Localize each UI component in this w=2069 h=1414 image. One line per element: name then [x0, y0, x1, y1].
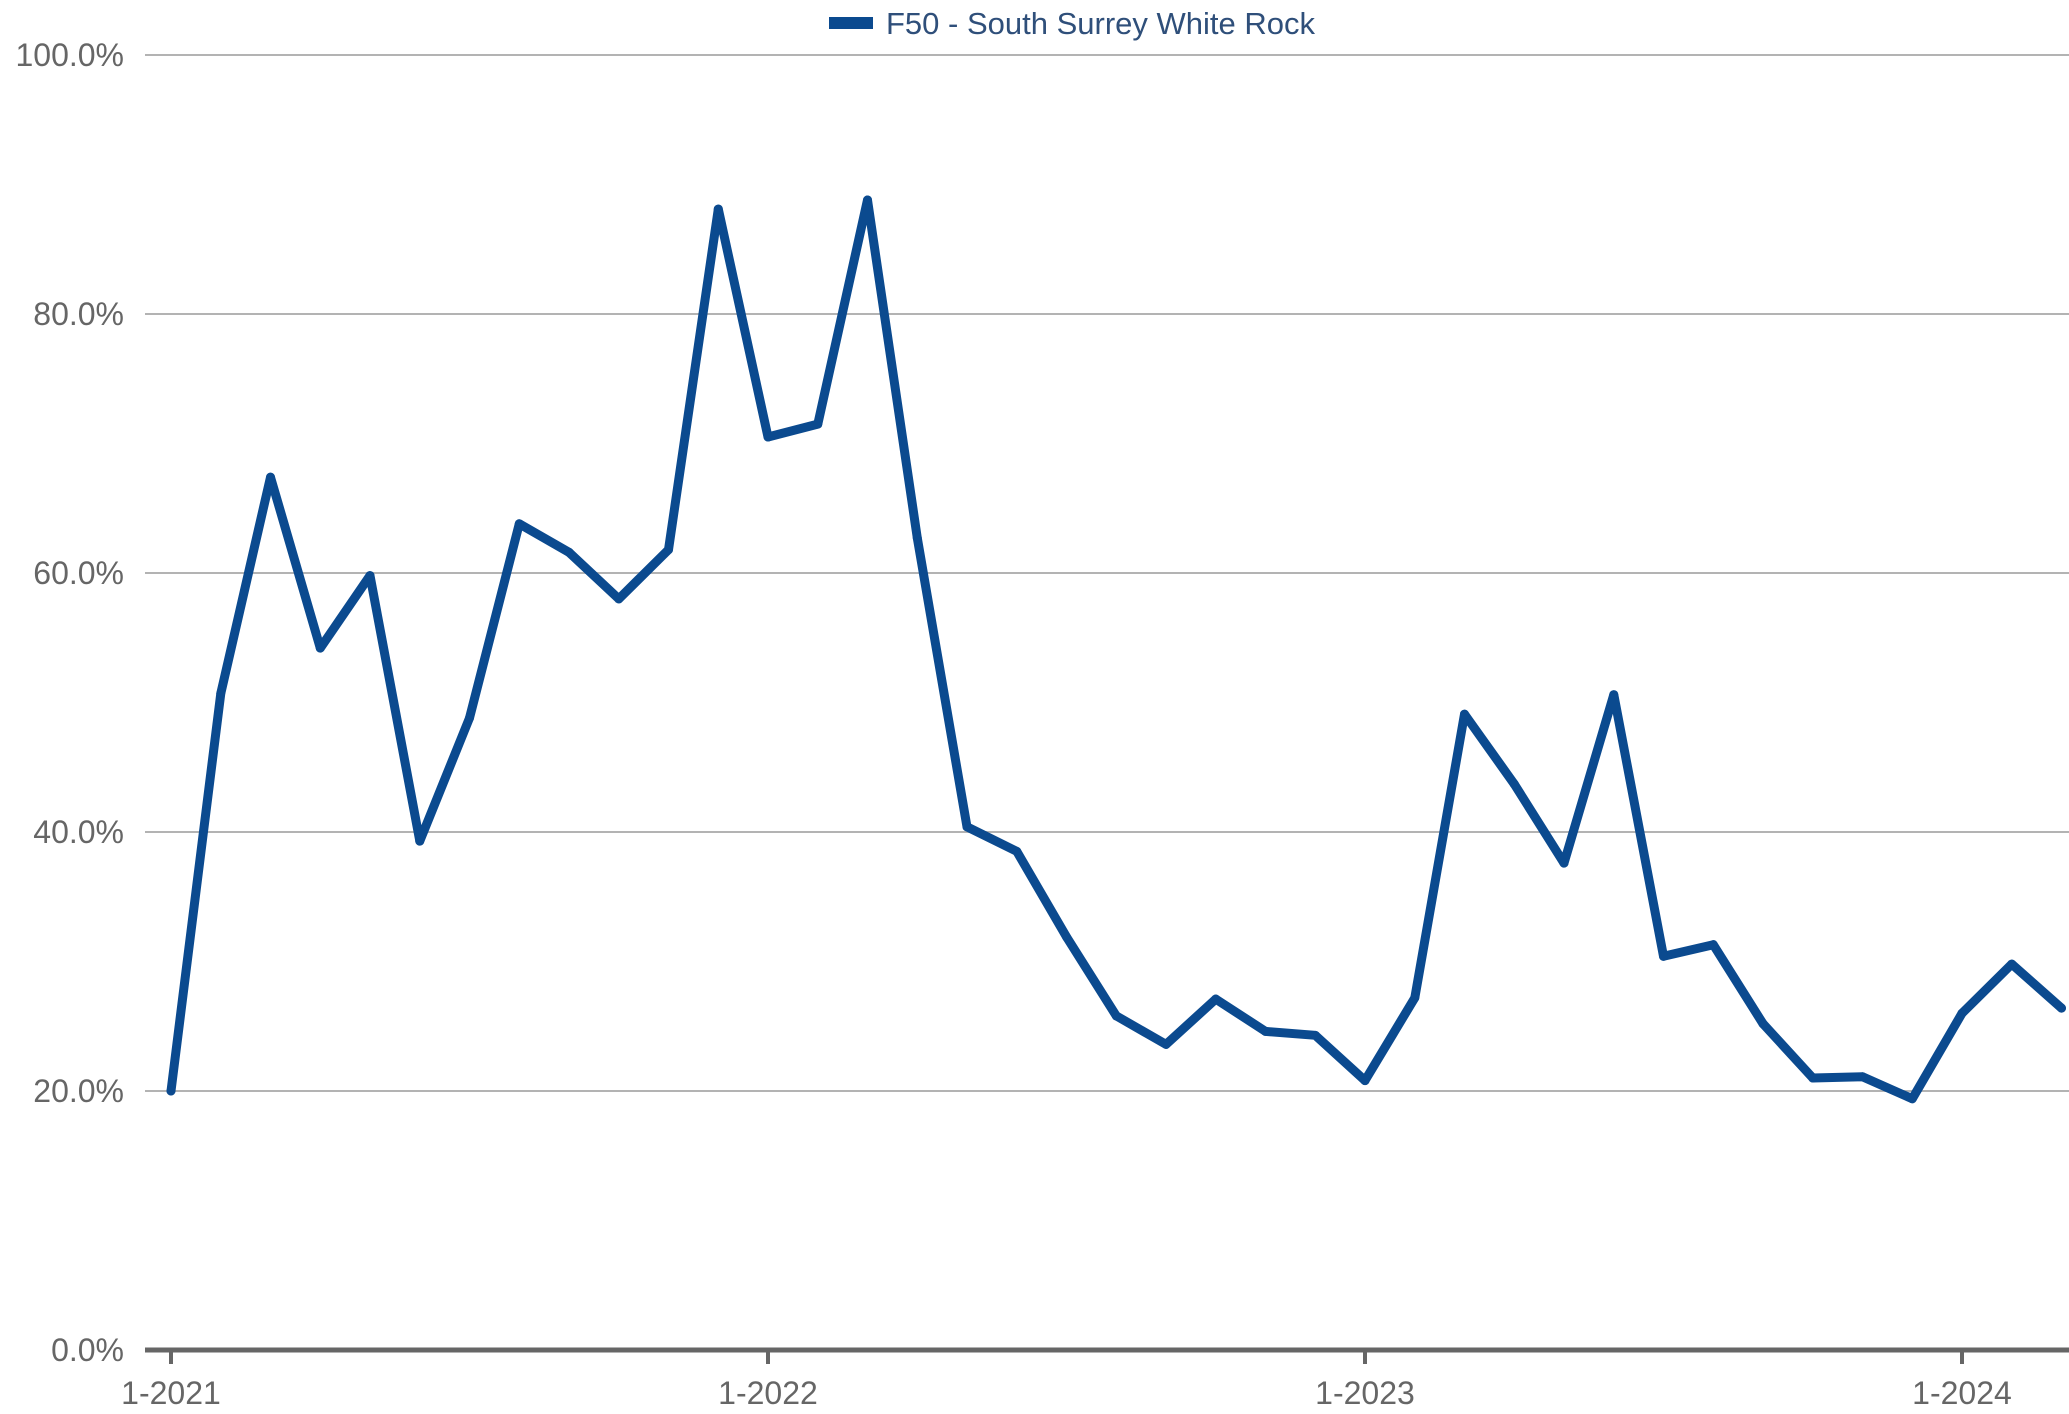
- y-tick-label: 80.0%: [33, 296, 124, 332]
- data-point: [664, 545, 673, 555]
- data-point: [1460, 709, 1469, 719]
- data-point: [813, 419, 823, 429]
- data-point: [2007, 959, 2017, 969]
- y-tick-label: 60.0%: [33, 555, 124, 591]
- data-point: [365, 571, 375, 581]
- data-point: [1907, 1094, 1917, 1104]
- data-point: [1509, 779, 1519, 789]
- y-axis-tick-labels: 0.0% 20.0% 40.0% 60.0% 80.0% 100.0%: [15, 37, 124, 1368]
- data-point: [912, 533, 922, 543]
- data-point: [713, 204, 723, 214]
- y-tick-label: 20.0%: [33, 1073, 124, 1109]
- data-point: [266, 472, 275, 482]
- data-point: [1808, 1073, 1818, 1083]
- x-tick-label: 1-2022: [718, 1375, 818, 1409]
- data-point: [763, 432, 773, 442]
- y-tick-label: 0.0%: [51, 1332, 124, 1368]
- data-point: [962, 822, 972, 832]
- data-point: [1708, 940, 1718, 950]
- data-point: [1261, 1026, 1270, 1036]
- x-tick-label: 1-2023: [1315, 1375, 1415, 1409]
- legend-swatch: [829, 17, 873, 29]
- data-point: [1161, 1039, 1171, 1049]
- data-point: [1659, 951, 1668, 961]
- data-point: [1410, 993, 1420, 1003]
- grid-lines: [145, 54, 2069, 1092]
- data-point: [1111, 1011, 1121, 1021]
- data-point: [1758, 1019, 1768, 1029]
- data-point: [1957, 1008, 1967, 1018]
- legend-label: F50 - South Surrey White Rock: [886, 6, 1315, 41]
- x-tick-label: 1-2024: [1912, 1375, 2012, 1409]
- data-point: [1062, 932, 1071, 942]
- data-point: [863, 195, 872, 205]
- data-point: [1609, 690, 1619, 700]
- x-tick-label: 1-2021: [121, 1375, 221, 1409]
- data-point: [1012, 846, 1022, 856]
- data-point: [415, 836, 425, 846]
- data-point: [614, 594, 624, 604]
- data-point: [1310, 1030, 1320, 1040]
- series-layer: [166, 195, 2066, 1104]
- data-point: [564, 547, 574, 557]
- y-tick-label: 100.0%: [15, 37, 124, 73]
- data-point: [1559, 858, 1569, 868]
- data-point: [166, 1086, 176, 1096]
- data-point: [1360, 1076, 1370, 1086]
- data-point: [514, 519, 524, 529]
- series-line: [166, 195, 2066, 1104]
- data-point: [216, 688, 226, 698]
- data-point: [315, 643, 325, 653]
- legend: F50 - South Surrey White Rock: [829, 6, 1315, 41]
- data-point: [1858, 1072, 1867, 1082]
- x-axis: 1-2021 1-2022 1-2023 1-2024: [121, 1347, 2069, 1411]
- data-point: [1211, 994, 1221, 1004]
- data-point: [2057, 1003, 2066, 1013]
- y-tick-label: 40.0%: [33, 814, 124, 850]
- data-point: [465, 713, 474, 723]
